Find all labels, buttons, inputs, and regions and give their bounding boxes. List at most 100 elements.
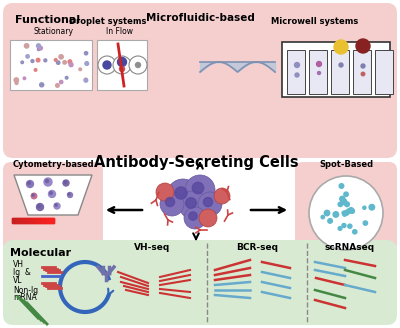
Circle shape xyxy=(46,179,49,183)
Circle shape xyxy=(65,76,68,79)
FancyBboxPatch shape xyxy=(3,240,397,325)
Text: Spot-Based: Spot-Based xyxy=(319,160,373,169)
Circle shape xyxy=(363,221,368,225)
Bar xyxy=(309,50,327,94)
Bar xyxy=(33,218,37,223)
Circle shape xyxy=(129,56,147,74)
Circle shape xyxy=(318,72,320,74)
Circle shape xyxy=(54,203,60,209)
Text: BCR-seq: BCR-seq xyxy=(236,243,278,252)
Circle shape xyxy=(68,60,72,64)
Circle shape xyxy=(55,204,57,206)
Circle shape xyxy=(24,44,29,48)
Text: VH: VH xyxy=(13,260,24,269)
FancyBboxPatch shape xyxy=(3,162,103,252)
Text: Molecular: Molecular xyxy=(10,248,71,258)
Circle shape xyxy=(118,57,126,67)
Circle shape xyxy=(343,212,346,216)
Bar xyxy=(97,40,147,90)
Circle shape xyxy=(324,210,330,216)
Circle shape xyxy=(338,227,342,230)
Circle shape xyxy=(68,193,72,197)
Circle shape xyxy=(160,192,184,216)
Circle shape xyxy=(60,80,63,84)
Circle shape xyxy=(21,61,24,64)
Circle shape xyxy=(350,209,354,213)
Circle shape xyxy=(347,209,352,213)
Circle shape xyxy=(56,61,60,64)
Circle shape xyxy=(26,55,29,58)
Circle shape xyxy=(344,210,349,215)
Circle shape xyxy=(28,182,30,184)
Circle shape xyxy=(341,199,347,205)
Circle shape xyxy=(204,197,212,207)
Circle shape xyxy=(333,212,339,217)
Circle shape xyxy=(36,44,40,48)
Circle shape xyxy=(345,202,349,207)
Bar xyxy=(287,50,305,94)
Circle shape xyxy=(31,60,34,63)
Circle shape xyxy=(363,206,366,209)
Bar xyxy=(12,218,16,223)
Text: mRNA: mRNA xyxy=(13,293,37,302)
Circle shape xyxy=(84,78,87,81)
Circle shape xyxy=(179,191,207,219)
Bar xyxy=(37,218,42,223)
Circle shape xyxy=(36,203,44,211)
Circle shape xyxy=(339,63,343,67)
Circle shape xyxy=(309,176,383,250)
Circle shape xyxy=(369,204,374,210)
Circle shape xyxy=(353,230,357,234)
Circle shape xyxy=(38,48,40,51)
Bar xyxy=(25,218,29,223)
Circle shape xyxy=(186,198,196,208)
Circle shape xyxy=(184,207,206,229)
Circle shape xyxy=(84,78,88,82)
Circle shape xyxy=(361,64,365,68)
Circle shape xyxy=(14,78,18,82)
Circle shape xyxy=(54,59,57,61)
Circle shape xyxy=(340,196,345,201)
Text: Antibody-Secreting Cells: Antibody-Secreting Cells xyxy=(94,155,298,170)
Circle shape xyxy=(38,205,40,207)
Circle shape xyxy=(342,223,346,228)
Circle shape xyxy=(48,191,56,197)
Bar xyxy=(331,50,349,94)
Circle shape xyxy=(31,193,37,199)
Circle shape xyxy=(175,187,187,199)
Circle shape xyxy=(199,209,217,227)
Circle shape xyxy=(36,58,40,62)
Text: VL: VL xyxy=(13,276,22,285)
Circle shape xyxy=(113,56,131,74)
Circle shape xyxy=(98,56,116,74)
Circle shape xyxy=(44,178,52,186)
Circle shape xyxy=(15,82,18,84)
Polygon shape xyxy=(14,175,92,215)
Circle shape xyxy=(342,211,346,215)
Circle shape xyxy=(339,184,344,188)
Circle shape xyxy=(85,62,89,65)
Circle shape xyxy=(68,193,70,195)
Circle shape xyxy=(192,182,204,194)
Text: Cytometry-based: Cytometry-based xyxy=(12,160,94,169)
Circle shape xyxy=(189,212,197,220)
Circle shape xyxy=(23,77,26,80)
Circle shape xyxy=(334,40,348,54)
Text: VH-seq: VH-seq xyxy=(134,243,170,252)
Circle shape xyxy=(79,68,82,71)
Bar xyxy=(29,218,33,223)
Circle shape xyxy=(156,183,174,201)
Circle shape xyxy=(26,180,34,188)
FancyBboxPatch shape xyxy=(295,162,397,252)
Circle shape xyxy=(295,73,299,77)
Text: Non-Ig: Non-Ig xyxy=(13,286,38,295)
Bar xyxy=(42,218,46,223)
Circle shape xyxy=(321,215,324,219)
Bar xyxy=(46,218,50,223)
Text: scRNAseq: scRNAseq xyxy=(325,243,375,252)
Circle shape xyxy=(167,179,199,211)
Circle shape xyxy=(64,181,66,183)
Circle shape xyxy=(120,67,124,72)
Circle shape xyxy=(84,51,88,55)
Circle shape xyxy=(59,55,63,59)
